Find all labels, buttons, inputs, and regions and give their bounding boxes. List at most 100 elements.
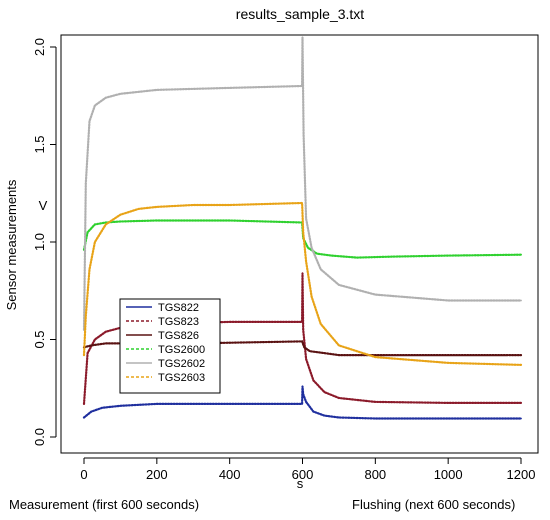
data-point — [520, 299, 522, 302]
data-point — [228, 204, 231, 206]
y-tick-label: 2.0 — [32, 38, 47, 56]
data-point — [137, 207, 140, 210]
data-point — [90, 410, 93, 413]
data-point — [330, 254, 333, 257]
data-point — [83, 354, 85, 356]
data-point — [155, 89, 158, 91]
data-point — [356, 256, 359, 259]
data-point — [302, 133, 305, 136]
data-point — [338, 344, 340, 347]
data-point — [302, 328, 305, 331]
data-point — [447, 362, 450, 364]
data-point — [307, 246, 309, 249]
data-point — [88, 268, 91, 271]
data-point — [302, 393, 305, 395]
data-point — [338, 284, 340, 286]
x-tick-label: 0 — [80, 467, 87, 482]
data-point — [228, 87, 231, 89]
y-tick-label: 0.0 — [32, 428, 47, 446]
flushing-phase-note: Flushing (next 600 seconds) — [352, 497, 516, 512]
data-point — [119, 404, 122, 407]
legend-entry: TGS826 — [158, 330, 199, 342]
data-point — [310, 295, 313, 298]
data-point — [447, 401, 450, 404]
data-point — [447, 417, 450, 420]
y-axis-unit: V — [39, 198, 48, 213]
data-point — [447, 254, 450, 257]
legend-entry: TGS2602 — [158, 358, 205, 370]
data-point — [308, 350, 311, 353]
data-point — [301, 85, 304, 87]
data-point — [302, 231, 305, 234]
data-point — [104, 330, 107, 333]
data-point — [90, 344, 93, 347]
legend-entry: TGS2603 — [158, 372, 205, 384]
data-point — [301, 272, 304, 275]
data-point — [119, 92, 122, 95]
legend: TGS822 TGS823 TGS826 TGS2600 TGS2602 TGS2603 — [119, 298, 221, 394]
data-point — [301, 36, 304, 39]
y-tick-label: 1.0 — [32, 233, 47, 251]
data-point — [520, 354, 522, 356]
data-point — [520, 253, 522, 256]
data-point — [338, 354, 340, 356]
data-point — [301, 340, 304, 343]
data-point — [155, 219, 158, 222]
data-point — [155, 402, 158, 405]
series-line-tgs2602 — [82, 37, 523, 331]
legend-entry: TGS2600 — [158, 344, 205, 356]
data-point — [83, 416, 85, 419]
measurement-phase-note: Measurement (first 600 seconds) — [9, 497, 200, 512]
data-point — [94, 223, 96, 226]
data-point — [84, 182, 87, 185]
data-point — [374, 401, 377, 403]
data-point — [447, 299, 450, 302]
data-point — [301, 202, 304, 204]
data-point — [101, 406, 104, 409]
x-tick-label: 1000 — [434, 467, 463, 482]
data-point — [323, 391, 326, 394]
data-point — [228, 402, 231, 405]
chart-title: results_sample_3.txt — [236, 6, 365, 22]
data-point — [319, 323, 322, 325]
data-point — [94, 338, 96, 341]
axes: 0 200 400 600 800 1000 1200 0.0 0.5 1.0 1.5 2.0 — [32, 38, 535, 482]
data-point — [374, 417, 377, 420]
x-tick-label: 200 — [146, 467, 168, 482]
x-tick-label: 1200 — [507, 467, 536, 482]
plot-series — [82, 36, 523, 420]
data-point — [228, 219, 231, 222]
data-point — [104, 223, 107, 226]
y-tick-label: 0.5 — [32, 330, 47, 348]
data-point — [86, 231, 89, 234]
series-line-tgs822 — [82, 386, 523, 420]
data-point — [305, 401, 308, 403]
data-point — [520, 363, 522, 366]
data-point — [374, 293, 377, 296]
data-point — [374, 356, 377, 358]
data-point — [520, 417, 522, 420]
y-tick-label: 1.5 — [32, 135, 47, 153]
data-point — [84, 315, 87, 317]
data-point — [319, 268, 322, 271]
data-point — [520, 401, 522, 404]
data-point — [155, 206, 158, 208]
data-point — [228, 321, 231, 323]
data-point — [104, 342, 107, 345]
data-point — [119, 213, 122, 216]
data-point — [119, 220, 122, 223]
data-point — [301, 402, 304, 405]
x-tick-label: 400 — [219, 467, 241, 482]
x-tick-label: 600 — [292, 467, 314, 482]
data-point — [104, 96, 107, 99]
data-point — [305, 260, 308, 263]
data-point — [303, 346, 306, 349]
data-point — [338, 416, 340, 419]
plot-frame — [60, 34, 539, 454]
data-point — [83, 402, 85, 405]
data-point — [301, 385, 304, 388]
data-point — [310, 246, 313, 249]
data-point — [94, 241, 96, 243]
data-point — [94, 104, 96, 107]
